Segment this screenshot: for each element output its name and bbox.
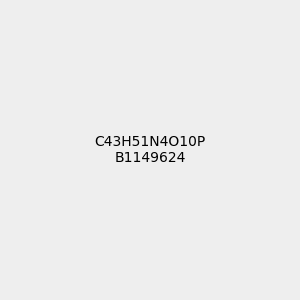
Text: C43H51N4O10P
B1149624: C43H51N4O10P B1149624 [94,135,206,165]
